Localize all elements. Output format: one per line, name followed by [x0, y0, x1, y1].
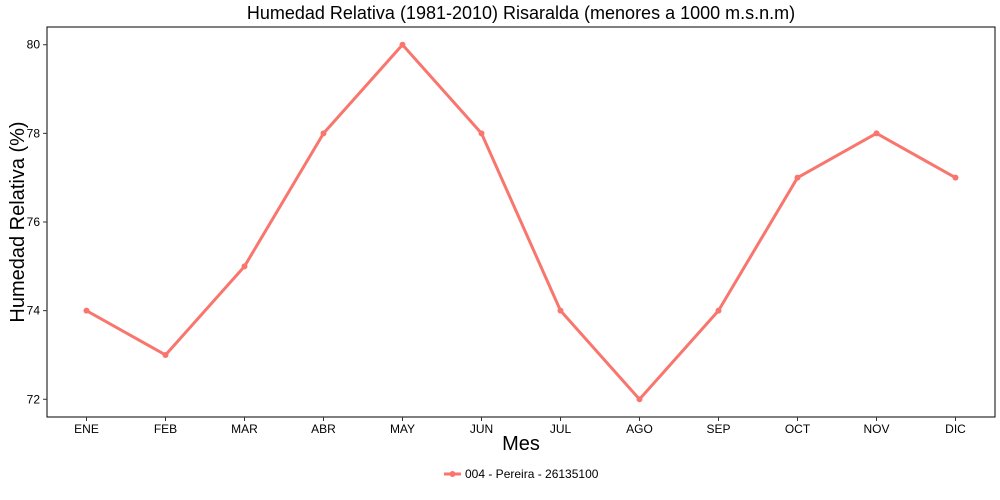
- y-axis: 72 74 76 78 80: [27, 38, 47, 406]
- data-point: [83, 307, 90, 314]
- x-tick-label: FEB: [154, 422, 177, 436]
- data-point: [320, 130, 327, 137]
- legend-key-point: [449, 471, 456, 477]
- data-point: [636, 396, 643, 403]
- legend-label: 004 - Pereira - 26135100: [465, 467, 599, 481]
- data-point: [715, 307, 722, 314]
- x-tick-label: ABR: [311, 422, 336, 436]
- y-tick-label: 72: [27, 392, 41, 406]
- data-point: [478, 130, 485, 137]
- chart-title: Humedad Relativa (1981-2010) Risaralda (…: [247, 3, 795, 23]
- legend: 004 - Pereira - 26135100: [444, 467, 599, 481]
- x-tick-label: OCT: [785, 422, 811, 436]
- y-axis-title: Humedad Relativa (%): [7, 121, 29, 322]
- x-tick-label: MAR: [231, 422, 258, 436]
- x-tick-label: ENE: [74, 422, 99, 436]
- x-tick-label: NOV: [863, 422, 889, 436]
- data-point: [952, 174, 959, 181]
- x-axis: ENE FEB MAR ABR MAY JUN JUL AGO SEP OCT NOV DIC: [74, 417, 966, 436]
- data-point: [794, 174, 801, 181]
- y-tick-label: 78: [27, 126, 41, 140]
- x-tick-label: JUL: [550, 422, 572, 436]
- series-layer: [83, 41, 959, 403]
- x-tick-label: MAY: [390, 422, 415, 436]
- x-tick-label: JUN: [470, 422, 493, 436]
- y-tick-label: 80: [27, 38, 41, 52]
- x-tick-label: AGO: [626, 422, 653, 436]
- data-point: [557, 307, 564, 314]
- x-tick-label: DIC: [945, 422, 966, 436]
- x-tick-label: SEP: [706, 422, 730, 436]
- data-point: [162, 351, 169, 358]
- data-point: [241, 263, 248, 270]
- x-axis-title: Mes: [502, 433, 540, 455]
- data-point: [873, 130, 880, 137]
- y-tick-label: 76: [27, 215, 41, 229]
- data-point: [399, 41, 406, 48]
- series-line: [85, 43, 957, 401]
- y-tick-label: 74: [27, 304, 41, 318]
